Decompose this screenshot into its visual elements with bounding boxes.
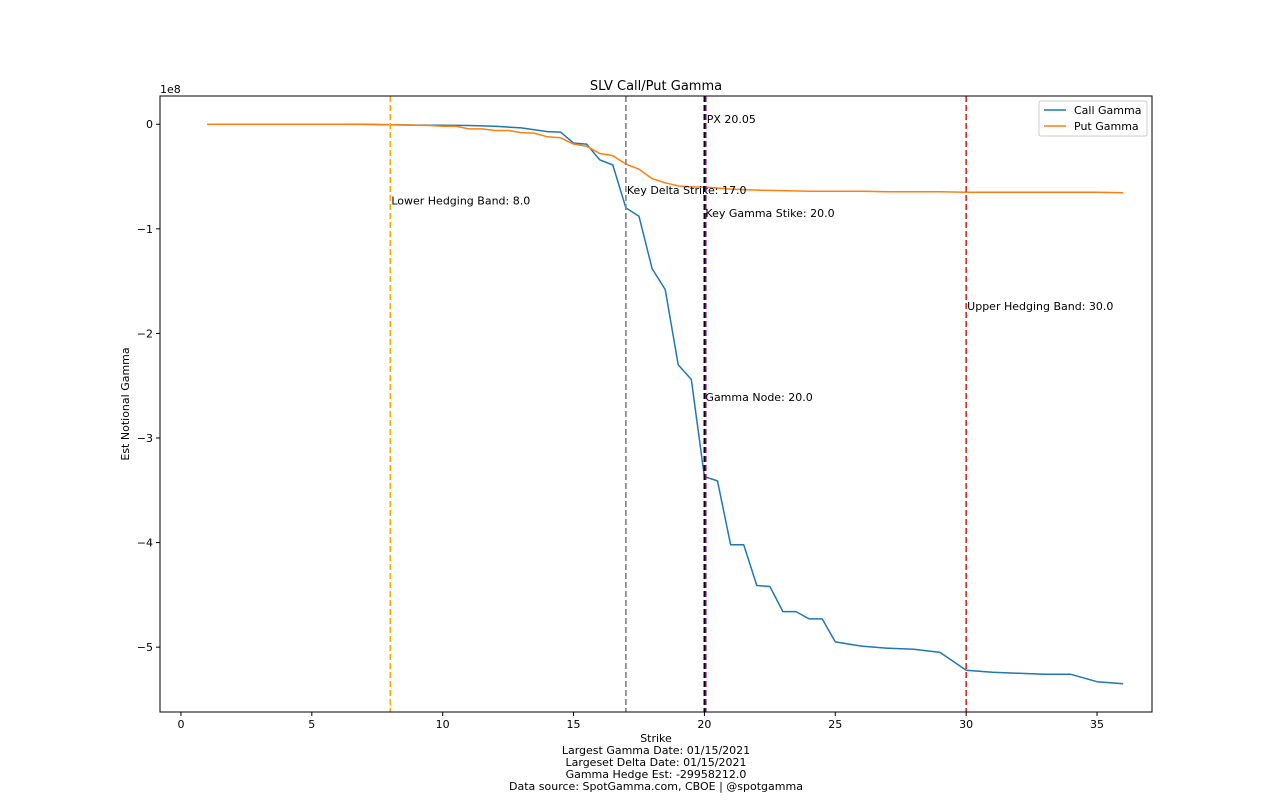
reference-label-1: Key Delta Strike: 17.0 xyxy=(627,184,747,197)
largest-delta-date: Largeset Delta Date: 01/15/2021 xyxy=(565,756,747,769)
legend-label-0: Call Gamma xyxy=(1074,104,1141,117)
x-tick-label-6: 30 xyxy=(959,718,973,731)
reference-label-5: Upper Hedging Band: 30.0 xyxy=(967,300,1113,313)
x-axis-label: Strike xyxy=(640,732,672,745)
legend: Call Gamma Put Gamma xyxy=(1038,100,1148,137)
series-line-call-gamma xyxy=(207,123,1124,685)
y-tick-label-3: −3 xyxy=(137,432,153,445)
y-tick-label-5: −5 xyxy=(137,641,153,654)
series-line-put-gamma xyxy=(207,123,1124,194)
y-axis-label: Est Notional Gamma xyxy=(119,347,132,460)
y-tick-label-1: −1 xyxy=(137,223,153,236)
reference-label-2: Key Gamma Stike: 20.0 xyxy=(705,207,834,220)
x-tick-label-2: 10 xyxy=(436,718,450,731)
y-tick-label-2: −2 xyxy=(137,327,153,340)
x-tick-label-7: 35 xyxy=(1090,718,1104,731)
largest-gamma-date: Largest Gamma Date: 01/15/2021 xyxy=(561,744,751,757)
x-tick-label-1: 5 xyxy=(308,718,315,731)
legend-label-1: Put Gamma xyxy=(1074,120,1139,133)
x-tick-label-3: 15 xyxy=(567,718,581,731)
data-source: Data source: SpotGamma.com, CBOE | @spot… xyxy=(509,780,803,793)
reference-label-3: Gamma Node: 20.0 xyxy=(705,391,812,404)
y-offset-label: 1e8 xyxy=(160,83,181,96)
chart-title: SLV Call/Put Gamma xyxy=(590,79,722,94)
plot-area: Lower Hedging Band: 8.0 Key Delta Strike:… xyxy=(137,95,1153,731)
reference-label-4: PX 20.05 xyxy=(707,113,756,126)
y-tick-label-4: −4 xyxy=(137,537,153,550)
gamma-hedge-estimate: Gamma Hedge Est: -29958212.0 xyxy=(565,768,747,781)
y-tick-label-0: 0 xyxy=(146,118,153,131)
x-tick-label-4: 20 xyxy=(697,718,711,731)
axes-frame xyxy=(159,95,1153,713)
reference-label-0: Lower Hedging Band: 8.0 xyxy=(391,195,530,208)
x-tick-label-5: 25 xyxy=(828,718,842,731)
x-tick-label-0: 0 xyxy=(177,718,184,731)
